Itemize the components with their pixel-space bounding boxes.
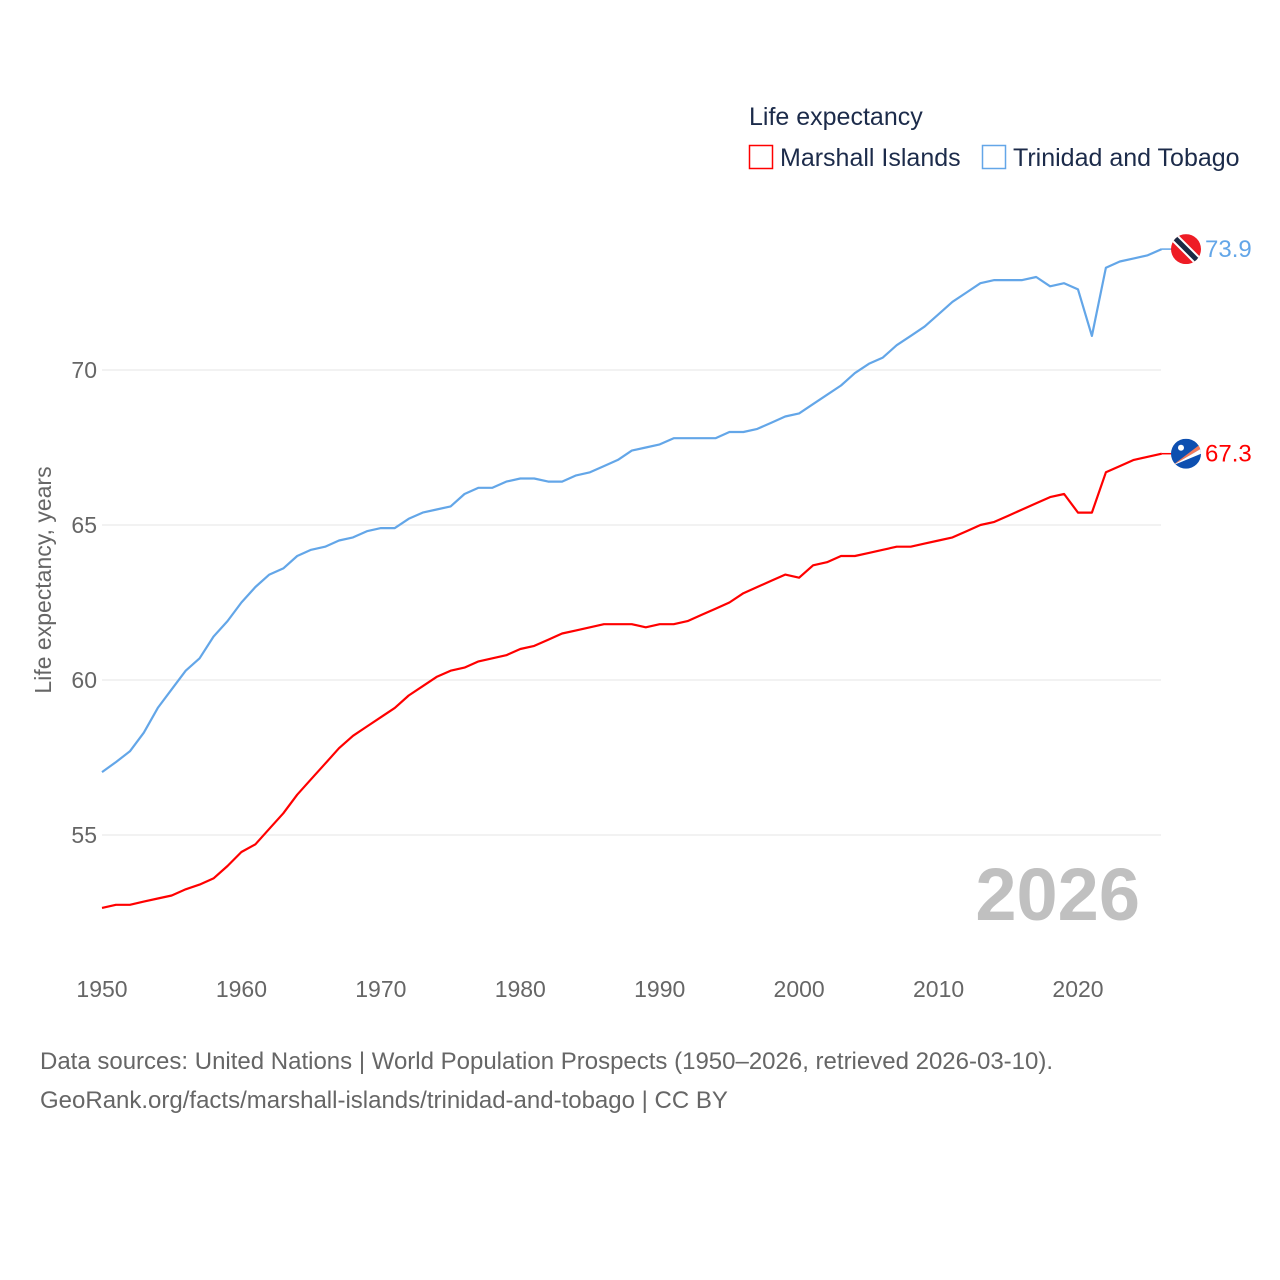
source-line: Data sources: United Nations | World Pop… <box>40 1048 1054 1075</box>
y-tick-label: 55 <box>71 822 97 848</box>
end-value-label: 73.9 <box>1205 236 1252 263</box>
x-tick-label: 2010 <box>913 976 964 1002</box>
y-tick-label: 60 <box>71 667 97 693</box>
series-line-marshall-islands <box>101 452 1162 909</box>
legend: Life expectancy Marshall Islands Trinida… <box>748 103 1240 172</box>
x-tick-label: 1970 <box>355 976 406 1002</box>
x-tick-label: 1980 <box>495 976 546 1002</box>
trinidad-and-tobago-flag-icon <box>1171 234 1201 265</box>
attribution-link[interactable]: GeoRank.org/facts/marshall-islands/trini… <box>40 1087 728 1114</box>
source-note: Data sources: United Nations | World Pop… <box>40 1042 1053 1120</box>
x-tick-label: 1990 <box>634 976 685 1002</box>
x-tick-label: 1950 <box>76 976 127 1002</box>
legend-swatch-marshall-islands <box>748 144 774 170</box>
y-axis-label: Life expectancy, years <box>30 466 56 693</box>
legend-label-marshall-islands[interactable]: Marshall Islands <box>780 144 961 172</box>
y-tick-label: 65 <box>71 512 97 538</box>
end-value-label: 67.3 <box>1205 441 1252 468</box>
x-tick-label: 1960 <box>216 976 267 1002</box>
legend-swatch-trinidad-and-tobago <box>981 144 1007 170</box>
x-tick-label: 2020 <box>1052 976 1103 1002</box>
y-tick-label: 70 <box>71 357 97 383</box>
year-watermark: 2026 <box>975 853 1140 936</box>
legend-label-trinidad-and-tobago[interactable]: Trinidad and Tobago <box>1013 144 1240 172</box>
marshall-islands-flag-icon <box>1171 438 1201 469</box>
series-line-trinidad-and-tobago <box>101 248 1163 773</box>
x-tick-label: 2000 <box>774 976 825 1002</box>
legend-title: Life expectancy <box>749 103 923 131</box>
